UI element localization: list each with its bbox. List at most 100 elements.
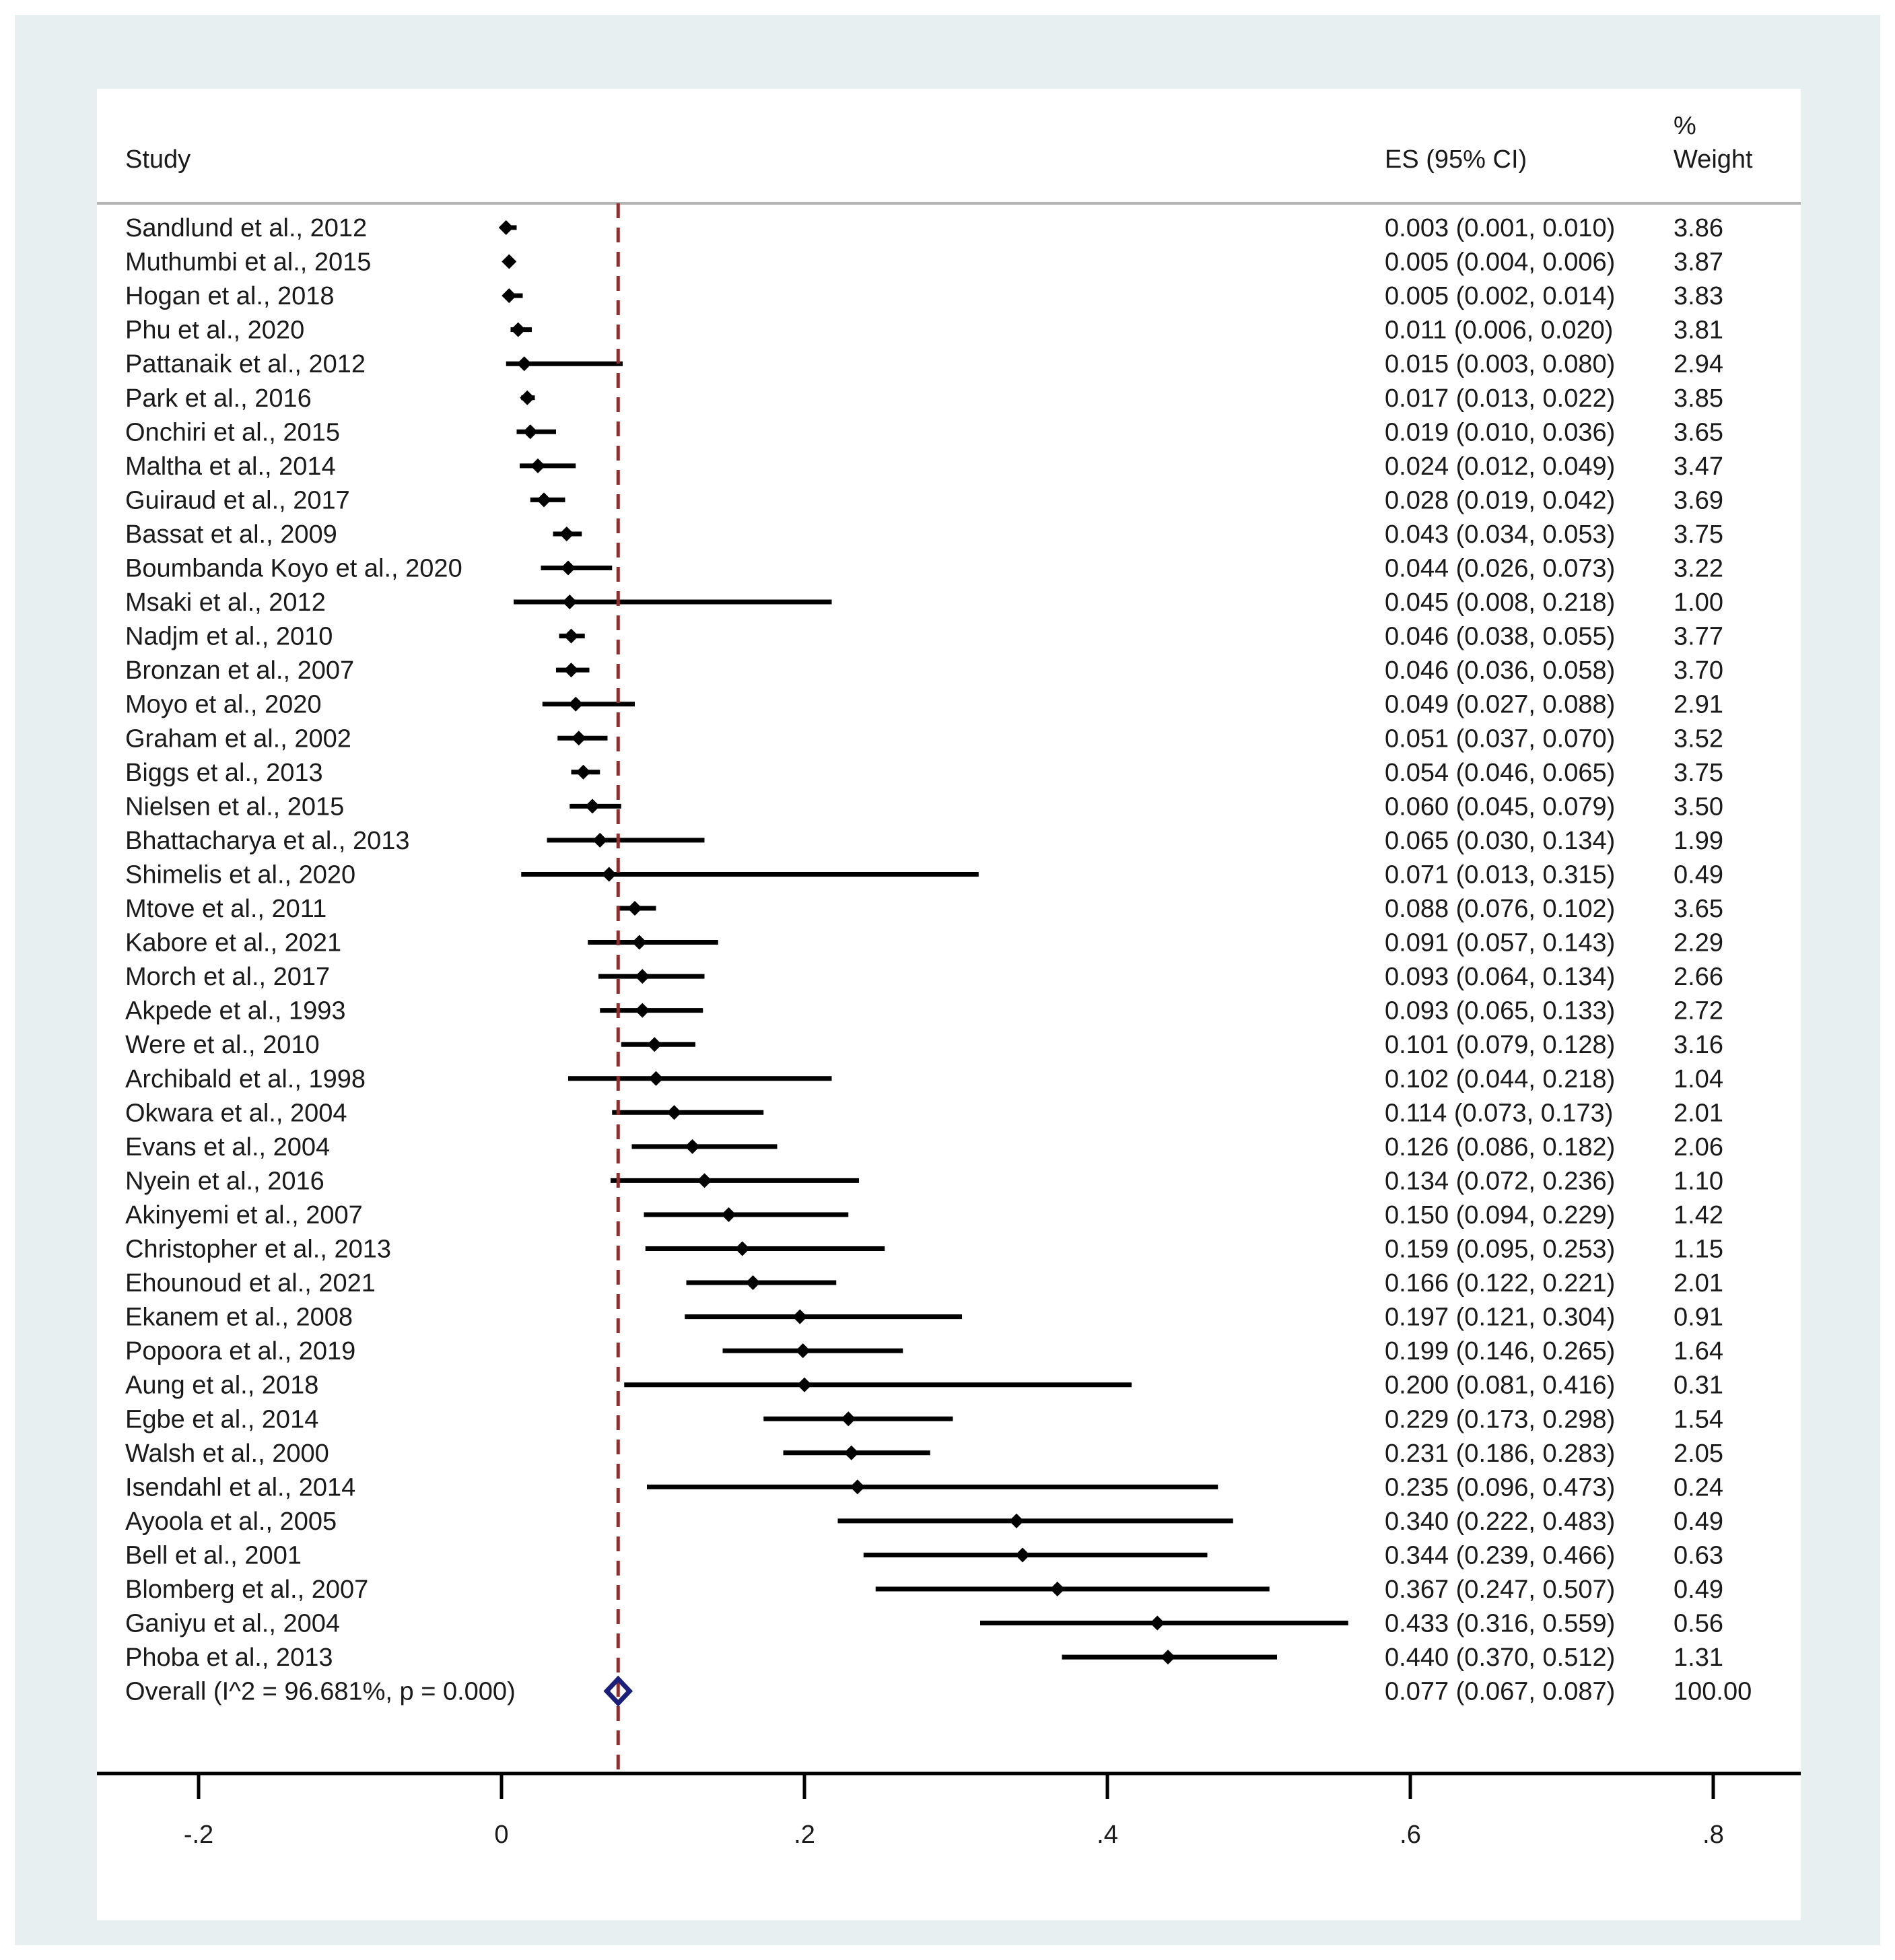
study-es-ci: 0.340 (0.222, 0.483) [1385, 1508, 1615, 1536]
point-estimate-marker [559, 526, 574, 541]
study-es-ci: 0.344 (0.239, 0.466) [1385, 1541, 1615, 1569]
point-estimate-marker [666, 1105, 682, 1120]
study-es-ci: 0.054 (0.046, 0.065) [1385, 759, 1615, 787]
study-label: Evans et al., 2004 [125, 1133, 330, 1161]
point-estimate-marker [601, 867, 617, 882]
study-es-ci: 0.091 (0.057, 0.143) [1385, 929, 1615, 957]
point-estimate-marker [843, 1445, 859, 1460]
point-estimate-marker [530, 458, 545, 473]
point-estimate-marker [745, 1275, 761, 1291]
header-weight: Weight [1674, 145, 1753, 174]
point-estimate-marker [850, 1479, 865, 1495]
study-label: Mtove et al., 2011 [125, 895, 326, 923]
study-es-ci: 0.028 (0.019, 0.042) [1385, 486, 1615, 514]
study-label: Sandlund et al., 2012 [125, 214, 367, 242]
study-es-ci: 0.003 (0.001, 0.010) [1385, 214, 1615, 242]
study-es-ci: 0.199 (0.146, 0.265) [1385, 1337, 1615, 1365]
study-rows: Sandlund et al., 2012 0.003 (0.001, 0.010… [125, 214, 1723, 1672]
point-estimate-marker [648, 1071, 664, 1086]
x-axis: -.2 0 .2 .4 .6 .8 [184, 1773, 1724, 1849]
forest-plot: Study ES (95% CI) % Weight Sandlund et a… [97, 89, 1801, 1920]
study-weight: 0.56 [1674, 1610, 1723, 1638]
point-estimate-marker [697, 1173, 712, 1188]
point-estimate-marker [685, 1139, 700, 1154]
study-weight: 1.54 [1674, 1405, 1723, 1433]
study-label: Nadjm et al., 2010 [125, 623, 333, 651]
header-study: Study [125, 145, 191, 174]
study-weight: 0.91 [1674, 1304, 1723, 1332]
study-weight: 1.42 [1674, 1201, 1723, 1229]
study-es-ci: 0.043 (0.034, 0.053) [1385, 520, 1615, 549]
study-weight: 1.99 [1674, 827, 1723, 855]
study-label: Ekanem et al., 2008 [125, 1304, 353, 1332]
study-weight: 1.04 [1674, 1065, 1723, 1093]
study-es-ci: 0.433 (0.316, 0.559) [1385, 1610, 1615, 1638]
study-weight: 3.47 [1674, 452, 1723, 481]
study-label: Akinyemi et al., 2007 [125, 1201, 363, 1229]
study-label: Okwara et al., 2004 [125, 1099, 347, 1127]
study-es-ci: 0.114 (0.073, 0.173) [1385, 1099, 1613, 1127]
study-es-ci: 0.166 (0.122, 0.221) [1385, 1269, 1615, 1297]
study-es-ci: 0.005 (0.004, 0.006) [1385, 248, 1615, 277]
study-es-ci: 0.011 (0.006, 0.020) [1385, 316, 1613, 345]
point-estimate-marker [502, 254, 517, 269]
study-es-ci: 0.093 (0.064, 0.134) [1385, 963, 1615, 991]
study-label: Park et al., 2016 [125, 384, 312, 413]
study-label: Aung et al., 2018 [125, 1372, 318, 1400]
study-es-ci: 0.197 (0.121, 0.304) [1385, 1304, 1615, 1332]
study-label: Nielsen et al., 2015 [125, 792, 344, 821]
study-weight: 3.50 [1674, 792, 1723, 821]
study-es-ci: 0.017 (0.013, 0.022) [1385, 384, 1615, 413]
point-estimate-marker [795, 1343, 811, 1359]
point-estimate-marker [1150, 1615, 1165, 1631]
x-tick-label: 0 [494, 1821, 508, 1849]
study-label: Popoora et al., 2019 [125, 1337, 355, 1365]
study-label: Morch et al., 2017 [125, 963, 330, 991]
study-weight: 3.70 [1674, 656, 1723, 685]
study-weight: 1.31 [1674, 1644, 1723, 1672]
study-weight: 2.72 [1674, 997, 1723, 1025]
study-weight: 1.64 [1674, 1337, 1723, 1365]
study-label: Ehounoud et al., 2021 [125, 1269, 376, 1297]
x-tick-label: .2 [794, 1821, 815, 1849]
study-es-ci: 0.093 (0.065, 0.133) [1385, 997, 1615, 1025]
point-estimate-marker [571, 731, 586, 746]
study-weight: 1.15 [1674, 1236, 1723, 1264]
point-estimate-marker [563, 628, 579, 644]
overall-es-ci: 0.077 (0.067, 0.087) [1385, 1678, 1615, 1706]
study-weight: 3.65 [1674, 895, 1723, 923]
study-weight: 3.65 [1674, 418, 1723, 446]
study-label: Phu et al., 2020 [125, 316, 304, 345]
study-es-ci: 0.049 (0.027, 0.088) [1385, 691, 1615, 719]
study-es-ci: 0.005 (0.002, 0.014) [1385, 282, 1615, 310]
study-label: Blomberg et al., 2007 [125, 1576, 368, 1604]
study-weight: 2.91 [1674, 691, 1723, 719]
study-weight: 2.06 [1674, 1133, 1723, 1161]
point-estimate-marker [520, 390, 535, 405]
study-weight: 3.81 [1674, 316, 1723, 345]
study-es-ci: 0.101 (0.079, 0.128) [1385, 1031, 1615, 1059]
study-weight: 2.66 [1674, 963, 1723, 991]
study-label: Kabore et al., 2021 [125, 929, 341, 957]
study-label: Boumbanda Koyo et al., 2020 [125, 555, 462, 583]
study-es-ci: 0.060 (0.045, 0.079) [1385, 792, 1615, 821]
study-es-ci: 0.200 (0.081, 0.416) [1385, 1372, 1615, 1400]
point-estimate-marker [635, 969, 650, 984]
study-label: Phoba et al., 2013 [125, 1644, 333, 1672]
study-es-ci: 0.235 (0.096, 0.473) [1385, 1473, 1615, 1501]
study-marks [498, 220, 1348, 1665]
study-label: Bassat et al., 2009 [125, 520, 337, 549]
point-estimate-marker [1009, 1513, 1024, 1528]
x-tick-label: .6 [1400, 1821, 1421, 1849]
study-weight: 3.16 [1674, 1031, 1723, 1059]
study-label: Isendahl et al., 2014 [125, 1473, 355, 1501]
point-estimate-marker [797, 1377, 812, 1392]
study-label: Were et al., 2010 [125, 1031, 320, 1059]
study-es-ci: 0.102 (0.044, 0.218) [1385, 1065, 1615, 1093]
study-es-ci: 0.065 (0.030, 0.134) [1385, 827, 1615, 855]
study-es-ci: 0.229 (0.173, 0.298) [1385, 1405, 1615, 1433]
study-weight: 3.69 [1674, 486, 1723, 514]
study-weight: 3.83 [1674, 282, 1723, 310]
study-weight: 1.00 [1674, 588, 1723, 617]
study-label: Maltha et al., 2014 [125, 452, 336, 481]
